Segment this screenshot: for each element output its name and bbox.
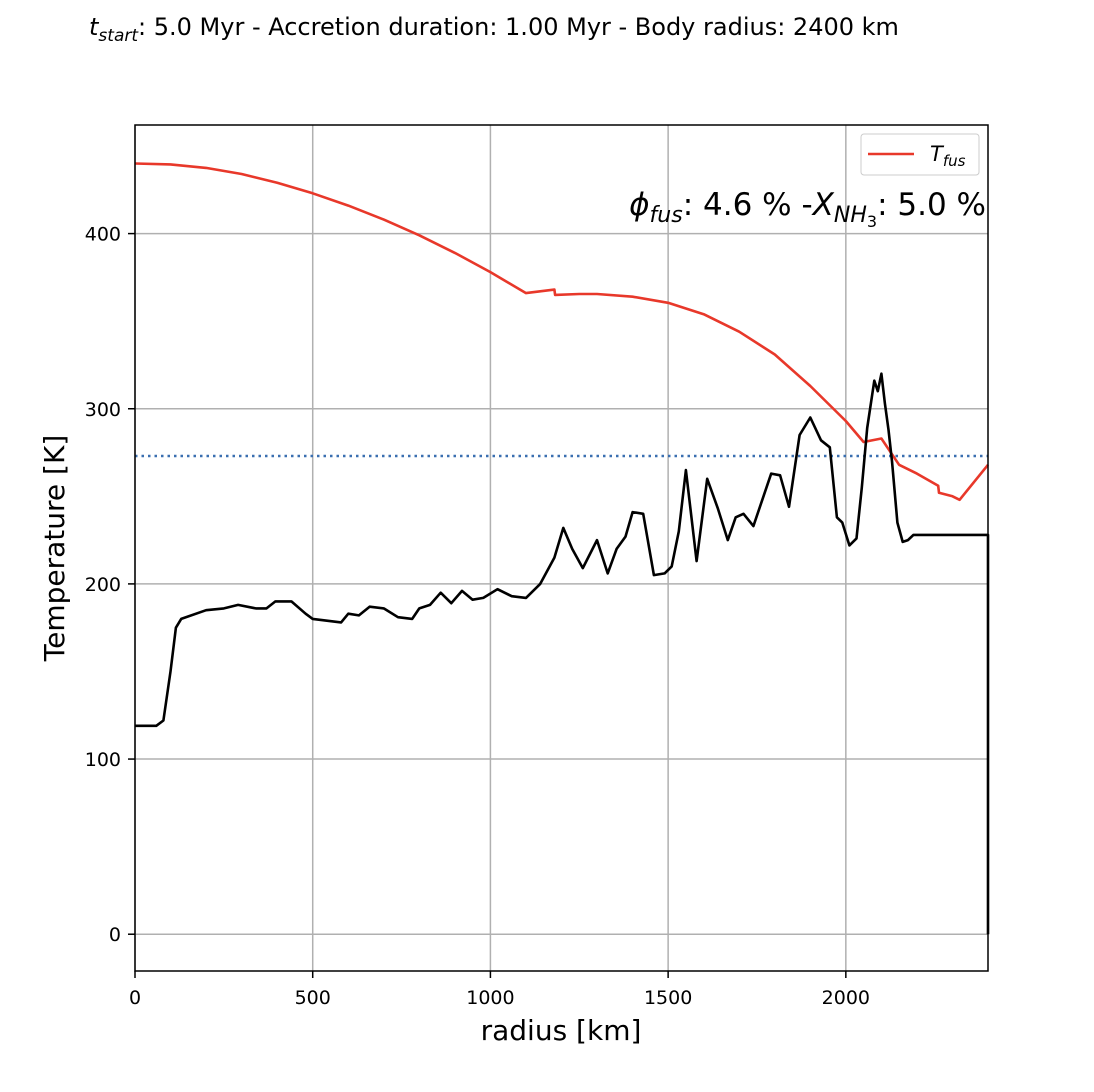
- x-tick-label: 0: [129, 987, 141, 1009]
- x-tick-label: 2000: [822, 987, 870, 1009]
- legend-label-fusion: Tfus: [930, 142, 966, 170]
- y-tick-label: 0: [109, 924, 121, 946]
- series-layer: [134, 162, 990, 935]
- x-tick-label: 1500: [644, 987, 692, 1009]
- y-axis-label: Temperature [K]: [38, 435, 71, 662]
- y-tick-label: 100: [85, 749, 121, 771]
- grid: [134, 125, 988, 971]
- x-axis-label: radius [km]: [481, 1014, 642, 1047]
- y-tick-label: 300: [85, 399, 121, 421]
- legend-box: [860, 133, 980, 176]
- axes-frame: [134, 124, 989, 972]
- x-tick-label: 500: [295, 987, 331, 1009]
- legend: Tfus: [860, 133, 980, 176]
- series-line-t: [135, 372, 990, 935]
- x-tick-label: 1000: [466, 987, 514, 1009]
- y-tick-label: 200: [85, 574, 121, 596]
- chart-title: tstart: 5.0 Myr - Accretion duration: 1.…: [89, 13, 899, 46]
- axes: 0 500 1000 1500 2000 0 100 200 300 400: [85, 124, 989, 1009]
- series-line-t-fus: [134, 162, 990, 502]
- fusion-annotation: ϕfus: 4.6 % -XNH3: 5.0 %: [629, 187, 986, 231]
- y-tick-label: 400: [85, 224, 121, 246]
